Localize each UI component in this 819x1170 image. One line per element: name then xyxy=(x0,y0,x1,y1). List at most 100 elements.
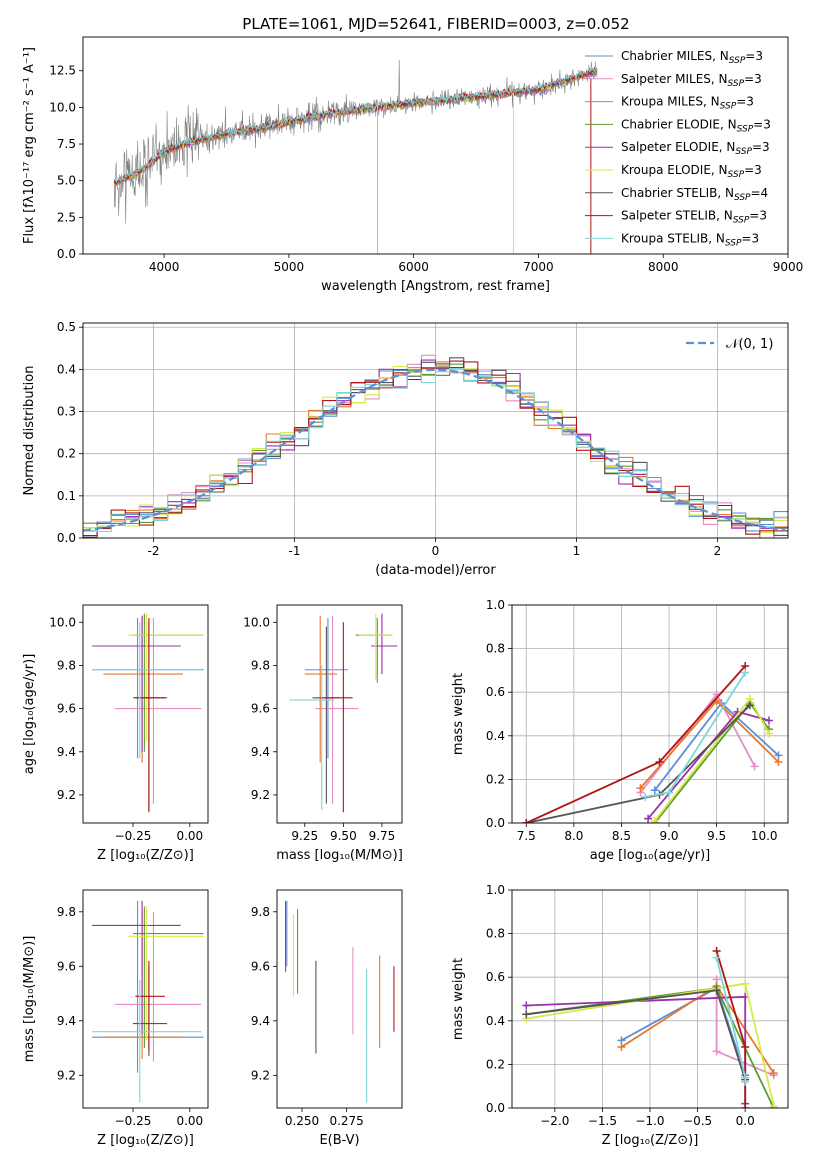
kroupa-stelib-histogram xyxy=(83,367,788,533)
plus-marker xyxy=(644,814,653,823)
plus-marker xyxy=(712,953,721,962)
age-vs-mass-plot-area xyxy=(289,613,398,813)
y-axis-label: mass [log₁₀(M/M⊙)] xyxy=(22,936,37,1063)
x-tick-label: −0.25 xyxy=(115,1114,152,1128)
plus-marker xyxy=(522,819,531,823)
plus-marker xyxy=(741,1104,750,1108)
axes-frame xyxy=(511,604,789,824)
x-axis-label: Z [log₁₀(Z/Z⊙)] xyxy=(97,848,194,863)
y-tick-label: 0.0 xyxy=(57,531,76,545)
axes-frame xyxy=(511,889,789,1109)
y-tick-label: 9.8 xyxy=(251,905,270,919)
x-tick-label: 9.75 xyxy=(369,829,396,843)
x-tick-label: 9.50 xyxy=(330,829,357,843)
weight-vs-metallicity-chart: −2.0 −1.5 −1.0 −0.5 0.0 0.0 0.2 0.4 0.6 0.8 1.0 Z [… xyxy=(451,883,789,1148)
x-tick-label: −1.5 xyxy=(588,1114,617,1128)
legend-label: Salpeter STELIB, NSSP=3 xyxy=(621,209,767,226)
y-tick-label: 0.2 xyxy=(486,772,505,786)
plus-marker xyxy=(750,762,759,771)
x-tick-label: −0.25 xyxy=(115,829,152,843)
x-tick-label: 9.0 xyxy=(659,829,678,843)
salpeter-elodie-weight-line xyxy=(647,710,770,820)
x-tick-label: 7.5 xyxy=(517,829,536,843)
plus-marker xyxy=(636,784,645,793)
y-tick-label: 9.2 xyxy=(251,1068,270,1082)
y-tick-label: 9.6 xyxy=(251,702,270,716)
y-tick-label: 0.2 xyxy=(486,1057,505,1071)
y-tick-label: 9.4 xyxy=(57,1014,76,1028)
plus-marker xyxy=(741,979,750,988)
plus-marker xyxy=(665,788,674,797)
legend-label: Chabrier STELIB, NSSP=4 xyxy=(621,186,768,203)
y-tick-label: 10.0 xyxy=(49,100,76,114)
y-tick-label: 0.0 xyxy=(486,1101,505,1115)
axes-frame xyxy=(82,889,209,1109)
y-tick-label: 0.2 xyxy=(57,447,76,461)
plus-marker xyxy=(712,1047,721,1056)
x-tick-label: −1.0 xyxy=(635,1114,664,1128)
chabrier-stelib-histogram xyxy=(83,357,788,538)
y-tick-label: 5.0 xyxy=(57,174,76,188)
x-axis-label: mass [log₁₀(M/M⊙)] xyxy=(276,848,403,863)
y-tick-label: 9.4 xyxy=(251,1014,270,1028)
plus-marker xyxy=(745,701,754,710)
legend-label: Salpeter ELODIE, NSSP=3 xyxy=(621,140,770,157)
plus-marker xyxy=(522,1001,531,1010)
x-tick-label: 10.0 xyxy=(751,829,778,843)
y-tick-label: 0.3 xyxy=(57,405,76,419)
y-tick-label: 1.0 xyxy=(486,598,505,612)
legend-label: Chabrier ELODIE, NSSP=3 xyxy=(621,117,771,134)
plus-marker xyxy=(655,757,664,766)
legend-label: Salpeter MILES, NSSP=3 xyxy=(621,72,762,89)
plus-marker xyxy=(741,1077,750,1086)
y-tick-label: 0.6 xyxy=(486,685,505,699)
x-tick-label: 1 xyxy=(573,544,581,558)
plus-marker xyxy=(650,816,659,823)
salpeter-stelib-histogram xyxy=(83,361,788,537)
x-tick-label: -1 xyxy=(289,544,301,558)
x-tick-label: 6000 xyxy=(398,260,429,274)
x-tick-label: 9.25 xyxy=(291,829,318,843)
y-tick-label: 1.0 xyxy=(486,883,505,897)
y-tick-label: 9.8 xyxy=(57,658,76,672)
mass-vs-metallicity-plot-area xyxy=(92,900,204,1103)
plus-marker xyxy=(522,1010,531,1019)
y-tick-label: 0.4 xyxy=(486,729,505,743)
x-tick-label: 9000 xyxy=(773,260,804,274)
residuals-chart: -2 -1 0 1 2 0.0 0.1 0.2 0.3 0.4 0.5 (data-model)/er… xyxy=(22,320,789,578)
x-tick-label: 8.5 xyxy=(612,829,631,843)
y-tick-label: 0.4 xyxy=(57,362,76,376)
x-tick-label: 0.275 xyxy=(329,1114,363,1128)
plus-marker xyxy=(764,729,773,738)
kroupa-stelib-weight-line xyxy=(715,957,747,1082)
y-tick-label: 0.1 xyxy=(57,489,76,503)
y-tick-label: 0.4 xyxy=(486,1014,505,1028)
y-tick-label: 9.8 xyxy=(251,658,270,672)
plus-marker xyxy=(774,757,783,766)
x-axis-label: Z [log₁₀(Z/Z⊙)] xyxy=(97,1133,194,1148)
plus-marker xyxy=(769,1101,778,1108)
legend-label: 𝒩(0, 1) xyxy=(726,337,773,352)
y-tick-label: 0.8 xyxy=(486,927,505,941)
mass-vs-ebv-plot-area xyxy=(285,900,395,1103)
y-axis-label: Normed distribution xyxy=(22,366,37,496)
x-axis-label: Z [log₁₀(Z/Z⊙)] xyxy=(602,1133,699,1148)
age-vs-mass-chart: 9.25 9.50 9.75 9.2 9.4 9.6 9.8 10.0 mass [log₁₀(… xyxy=(243,604,403,863)
mass-vs-ebv-chart: 0.250 0.275 9.2 9.4 9.6 9.8 E(B-V) xyxy=(251,889,403,1148)
axes-frame xyxy=(82,36,789,255)
x-tick-label: 0.0 xyxy=(736,1114,755,1128)
plus-marker xyxy=(769,1069,778,1078)
plus-marker xyxy=(764,716,773,725)
weight-vs-metallicity-plot-area xyxy=(522,947,778,1108)
kroupa-stelib-model-line xyxy=(114,65,598,183)
axes-frame xyxy=(82,322,789,539)
plots: 4000 5000 6000 7000 8000 90000.02.55.07.510.0… xyxy=(22,36,804,1148)
plus-marker xyxy=(641,792,650,801)
x-tick-label: 0 xyxy=(432,544,440,558)
spectrum-plot-area xyxy=(113,59,598,254)
y-tick-label: 0.0 xyxy=(486,816,505,830)
plus-marker xyxy=(650,786,659,795)
plus-marker xyxy=(617,1042,626,1051)
axes-frame xyxy=(82,604,209,824)
x-tick-label: 7000 xyxy=(523,260,554,274)
